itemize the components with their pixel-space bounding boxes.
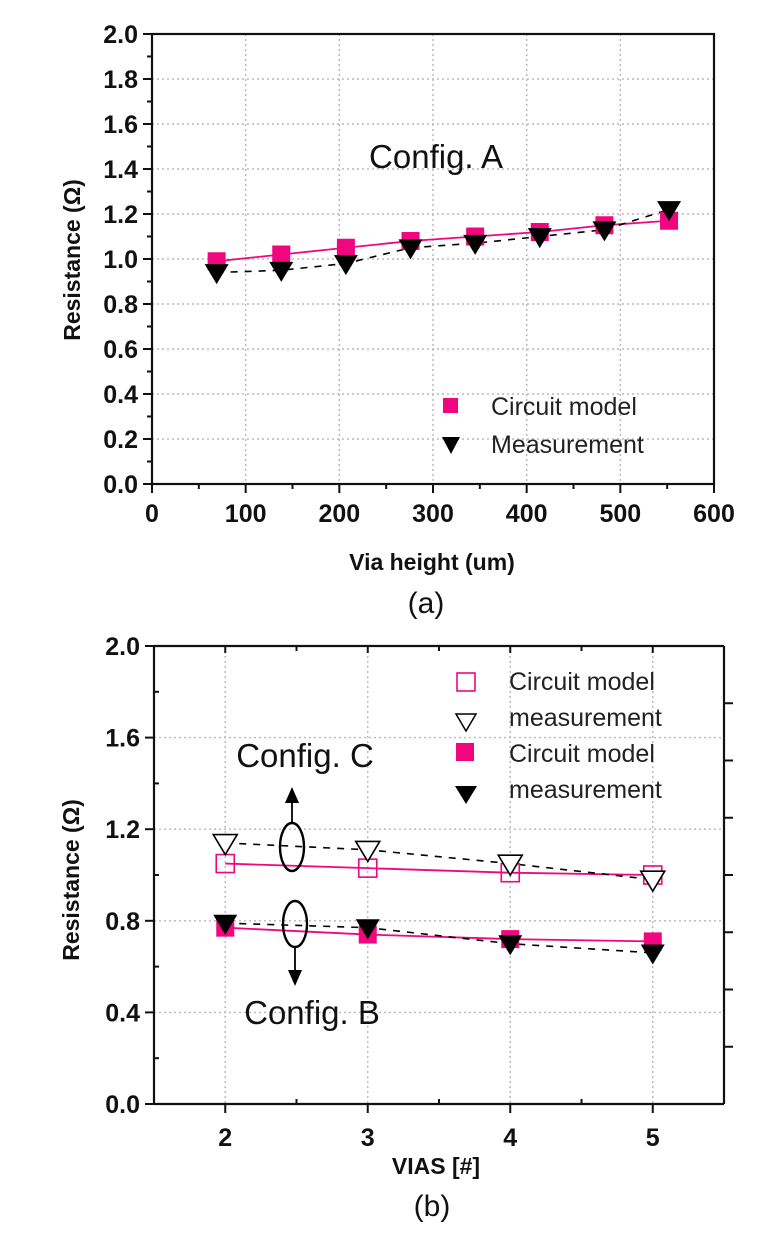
series-line-a-circuit-model (216, 219, 670, 263)
tick-label-a-y: 0.2 (103, 426, 138, 454)
tick-label-a-y: 1.2 (103, 201, 138, 229)
legend-b-b-model-swatch (456, 743, 474, 761)
legend-b-c-model-swatch (456, 672, 476, 692)
series-line-b-c-measurement (225, 842, 653, 881)
chart-a-markers (204, 201, 682, 285)
data-point-b-c-measurement (354, 840, 382, 863)
config-b-ellipse (281, 899, 309, 949)
data-point-a-measurement (398, 239, 423, 260)
tick-label-a-x: 300 (412, 500, 454, 528)
data-point-b-b-measurement (498, 935, 523, 956)
arrow-down-icon (288, 970, 302, 986)
data-point-a-measurement (592, 221, 617, 242)
data-point-a-measurement (204, 264, 229, 285)
chart-b-grid (154, 646, 724, 1104)
chart-a: 0.0 0.2 0.4 0.6 0.8 1.0 1.2 1.4 1.6 1.8 2.0 0 100 200… (59, 21, 735, 620)
tick-label-a-x: 400 (506, 500, 548, 528)
legend-b-b-measurement-swatch (455, 786, 477, 804)
data-point-a-circuit-model (272, 245, 291, 264)
data-point-b-b-measurement (213, 914, 238, 935)
tick-label-a-x: 0 (145, 500, 159, 528)
chart-a-xlabel: Via height (um) (349, 549, 515, 575)
data-point-b-c-measurement (211, 833, 239, 857)
tick-label-a-x: 500 (599, 500, 641, 528)
arrow-up-icon (285, 787, 299, 803)
tick-label-b-x: 2 (218, 1124, 232, 1152)
data-point-a-circuit-model (336, 238, 355, 257)
chart-b: 0.0 0.4 0.8 1.2 1.6 2.0 2 3 4 5 Circuit model mea… (58, 633, 733, 1223)
legend-b-c-measurement-label: measurement (509, 704, 662, 732)
chart-b-tick-labels: 0.0 0.4 0.8 1.2 1.6 2.0 2 3 4 5 (105, 633, 660, 1152)
tick-label-b-x: 3 (361, 1124, 375, 1152)
tick-label-a-x: 600 (693, 500, 735, 528)
legend-b-c-model-label: Circuit model (509, 668, 655, 696)
config-b-grouping (281, 899, 309, 986)
legend-a-measurement-label: Measurement (491, 431, 644, 459)
chart-b-markers (211, 833, 667, 965)
tick-label-b-x: 5 (646, 1124, 660, 1152)
tick-label-b-x: 4 (503, 1124, 517, 1152)
tick-label-a-y: 0.8 (103, 291, 138, 319)
chart-a-ylabel: Resistance (Ω) (59, 179, 85, 341)
data-point-a-measurement (269, 261, 294, 282)
tick-label-a-x: 100 (225, 500, 267, 528)
chart-a-tick-labels: 0.0 0.2 0.4 0.6 0.8 1.0 1.2 1.4 1.6 1.8 2.0 0 100 200… (103, 21, 735, 528)
series-line-b-c-circuit-model (225, 862, 653, 876)
chart-b-series-lines (225, 842, 653, 954)
chart-a-series-lines (216, 208, 670, 274)
series-line-a-measurement (216, 208, 670, 274)
tick-label-a-x: 200 (318, 500, 360, 528)
tick-label-a-y: 0.6 (103, 336, 138, 364)
chart-b-panel-label: (b) (414, 1190, 451, 1223)
tick-label-a-y: 0.4 (103, 381, 138, 409)
chart-a-panel-label: (a) (408, 587, 445, 620)
chart-b-ylabel: Resistance (Ω) (58, 799, 84, 961)
data-point-a-measurement (333, 255, 358, 276)
tick-label-a-y: 1.6 (103, 111, 138, 139)
legend-b-c-measurement-swatch (454, 713, 478, 733)
tick-label-b-y: 0.0 (105, 1091, 140, 1119)
chart-a-grid (152, 34, 714, 484)
tick-label-a-y: 1.4 (103, 156, 138, 184)
legend-a-measurement-swatch (442, 437, 460, 454)
chart-a-ticks (143, 33, 715, 493)
tick-label-a-y: 0.0 (103, 471, 138, 499)
tick-label-a-y: 1.0 (103, 246, 138, 274)
legend-b-b-measurement-label: measurement (509, 776, 662, 804)
chart-b-legend: Circuit model measurement Circuit model … (454, 668, 662, 804)
series-line-b-b-measurement (225, 922, 653, 954)
data-point-b-b-measurement (355, 919, 380, 940)
tick-label-a-y: 2.0 (103, 21, 138, 49)
data-point-a-measurement (463, 234, 488, 255)
config-c-grouping (278, 787, 306, 873)
chart-a-annotation: Config. A (369, 138, 503, 175)
data-point-a-measurement (527, 228, 552, 249)
series-line-b-b-circuit-model (225, 926, 653, 943)
tick-label-a-y: 1.8 (103, 66, 138, 94)
data-point-b-c-measurement (496, 854, 524, 877)
chart-b-xlabel: VIAS [#] (392, 1153, 480, 1179)
legend-b-b-model-label: Circuit model (509, 740, 655, 768)
chart-a-legend: Circuit model Measurement (442, 393, 644, 459)
chart-b-annotation-config-b: Config. B (244, 994, 380, 1031)
tick-label-b-y: 2.0 (105, 633, 140, 661)
tick-label-b-y: 1.2 (105, 816, 140, 844)
data-point-b-b-measurement (640, 944, 665, 965)
data-point-b-c-measurement (639, 870, 667, 893)
tick-label-b-y: 0.8 (105, 908, 140, 936)
chart-b-ticks (145, 645, 733, 1113)
legend-a-model-label: Circuit model (491, 393, 637, 421)
tick-label-b-y: 1.6 (105, 725, 140, 753)
data-point-a-measurement (657, 201, 682, 222)
tick-label-b-y: 0.4 (105, 999, 140, 1027)
legend-a-model-swatch (443, 398, 458, 413)
chart-b-annotation-config-c: Config. C (236, 737, 374, 774)
